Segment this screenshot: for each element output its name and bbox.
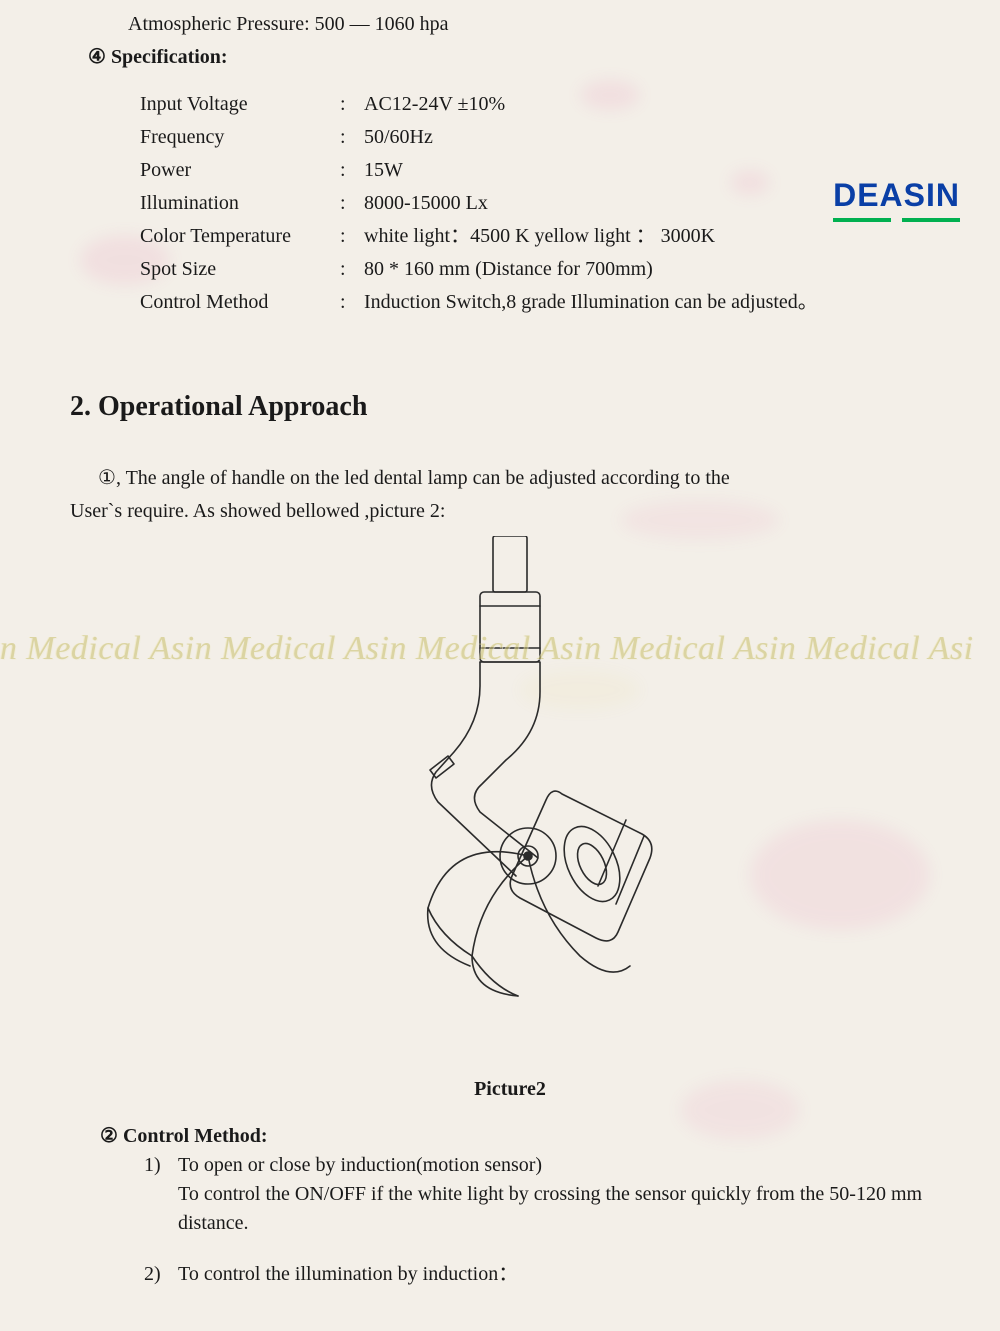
spec-colon: : xyxy=(340,156,364,185)
spec-bullet-circle: ④ xyxy=(88,46,106,68)
control-method-item: 2)To control the illumination by inducti… xyxy=(144,1260,940,1289)
spec-colon: : xyxy=(340,189,364,218)
spec-value: white light：4500 K yellow light ： 3000K xyxy=(364,222,940,251)
spec-row: Power:15W xyxy=(140,156,940,185)
spec-label: Input Voltage xyxy=(140,90,340,119)
diagram-wrap: n Medical Asin Medical Asin Medical Asin… xyxy=(80,536,940,1071)
atmospheric-pressure-line: Atmospheric Pressure: 500 — 1060 hpa xyxy=(128,10,940,39)
dental-lamp-diagram xyxy=(330,536,690,1056)
cm-bullet-circle: ② xyxy=(100,1125,118,1147)
spec-colon: : xyxy=(340,288,364,317)
spec-value: Induction Switch,8 grade Illumination ca… xyxy=(364,288,940,317)
spec-label: Control Method xyxy=(140,288,340,317)
cm-item-text: To open or close by induction(motion sen… xyxy=(178,1151,940,1238)
spec-heading-text: Specification: xyxy=(111,46,228,68)
cm-item-number: 1) xyxy=(144,1151,178,1238)
spec-label: Spot Size xyxy=(140,255,340,284)
spec-row: Spot Size: 80 * 160 mm (Distance for 700… xyxy=(140,255,940,284)
spec-colon: : xyxy=(340,90,364,119)
spec-value: 50/60Hz xyxy=(364,123,940,152)
cm-heading-text: Control Method: xyxy=(123,1125,268,1147)
spec-value: 80 * 160 mm (Distance for 700mm) xyxy=(364,255,940,284)
control-method-block: ② Control Method: 1)To open or close by … xyxy=(80,1122,940,1311)
cm-item-text: To control the illumination by induction… xyxy=(178,1260,940,1289)
operational-para-line2: User`s require. As showed bellowed ,pict… xyxy=(70,497,940,526)
picture2-caption: Picture2 xyxy=(80,1075,940,1104)
spec-label: Color Temperature xyxy=(140,222,340,251)
spec-row: Input Voltage:AC12-24V ±10% xyxy=(140,90,940,119)
spec-colon: : xyxy=(340,255,364,284)
spec-row: Illumination:8000-15000 Lx xyxy=(140,189,940,218)
specification-table: Input Voltage:AC12-24V ±10%Frequency:50/… xyxy=(140,90,940,317)
control-method-item: 1)To open or close by induction(motion s… xyxy=(144,1151,940,1238)
specification-heading: ④ Specification: xyxy=(88,43,940,72)
spec-row: Control Method: Induction Switch,8 grade… xyxy=(140,288,940,317)
cm-item-number: 2) xyxy=(144,1260,178,1289)
spec-row: Color Temperature: white light：4500 K ye… xyxy=(140,222,940,251)
document-body: Atmospheric Pressure: 500 — 1060 hpa ④ S… xyxy=(0,0,1000,1331)
spec-label: Illumination xyxy=(140,189,340,218)
spec-value: AC12-24V ±10% xyxy=(364,90,940,119)
op-bullet-circle: ① xyxy=(98,467,116,489)
spec-label: Frequency xyxy=(140,123,340,152)
spec-colon: : xyxy=(340,222,364,251)
spec-label: Power xyxy=(140,156,340,185)
section-2-heading: 2. Operational Approach xyxy=(70,387,940,428)
op-para-a: , The angle of handle on the led dental … xyxy=(116,467,730,489)
operational-para-line1: ①, The angle of handle on the led dental… xyxy=(70,464,940,493)
spec-colon: : xyxy=(340,123,364,152)
brand-logo-deasin: DEASIN xyxy=(833,172,960,222)
spec-row: Frequency:50/60Hz xyxy=(140,123,940,152)
